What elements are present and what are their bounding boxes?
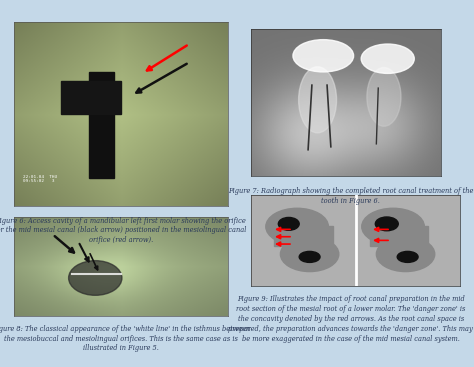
- Ellipse shape: [299, 251, 320, 262]
- Ellipse shape: [367, 68, 401, 126]
- Text: Figure 8: The classical appearance of the 'white line' in the isthmus between
th: Figure 8: The classical appearance of th…: [0, 325, 250, 352]
- Ellipse shape: [361, 44, 414, 73]
- Bar: [274, 226, 333, 246]
- Ellipse shape: [299, 67, 337, 133]
- Ellipse shape: [397, 251, 418, 262]
- Text: Figure 6: Access cavity of a mandibular left first molar showing the orifice
for: Figure 6: Access cavity of a mandibular …: [0, 217, 247, 244]
- Bar: [370, 226, 428, 246]
- Ellipse shape: [375, 217, 398, 231]
- Ellipse shape: [69, 261, 122, 295]
- Ellipse shape: [376, 237, 435, 272]
- Ellipse shape: [281, 237, 339, 272]
- Ellipse shape: [293, 40, 354, 72]
- Text: 22:01-04  THU
09:55:02   3: 22:01-04 THU 09:55:02 3: [23, 175, 57, 184]
- Text: Figure 7: Radiograph showing the completed root canal treatment of the
tooth in : Figure 7: Radiograph showing the complet…: [228, 187, 474, 205]
- Bar: [89, 72, 114, 178]
- Ellipse shape: [362, 208, 424, 245]
- Bar: [61, 81, 121, 114]
- Ellipse shape: [266, 208, 328, 245]
- Text: Figure 9: Illustrates the impact of root canal preparation in the mid
root secti: Figure 9: Illustrates the impact of root…: [228, 295, 473, 343]
- Ellipse shape: [278, 217, 299, 230]
